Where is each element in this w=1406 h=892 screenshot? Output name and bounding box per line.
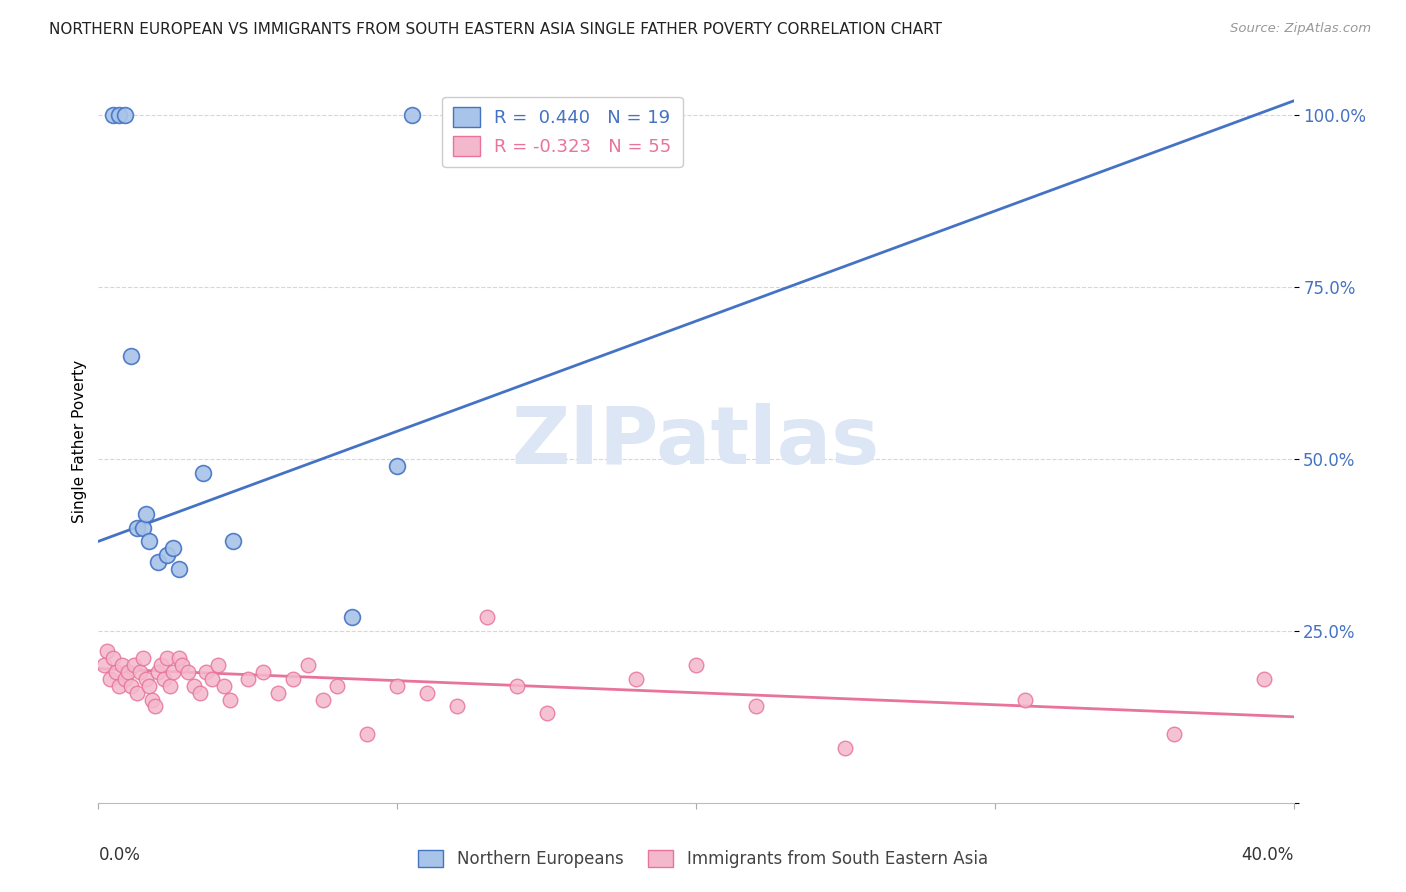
Point <box>108 108 131 122</box>
Point <box>236 672 259 686</box>
Point <box>172 658 194 673</box>
Point <box>124 658 146 673</box>
Point <box>162 541 184 556</box>
Point <box>201 672 224 686</box>
Point <box>141 692 163 706</box>
Point <box>127 686 149 700</box>
Point <box>132 651 155 665</box>
Point <box>135 507 157 521</box>
Point <box>111 658 134 673</box>
Legend: R =  0.440   N = 19, R = -0.323   N = 55: R = 0.440 N = 19, R = -0.323 N = 55 <box>441 96 682 167</box>
Point <box>626 672 648 686</box>
Point <box>103 108 125 122</box>
Point <box>342 610 364 624</box>
Point <box>129 665 152 679</box>
Point <box>114 108 136 122</box>
Point <box>120 349 142 363</box>
Point <box>150 658 173 673</box>
Point <box>96 644 118 658</box>
Point <box>506 679 529 693</box>
Point <box>356 727 378 741</box>
Point <box>167 562 190 576</box>
Point <box>252 665 274 679</box>
Point <box>401 108 423 122</box>
Point <box>138 679 160 693</box>
Point <box>222 534 245 549</box>
Point <box>156 651 179 665</box>
Text: 40.0%: 40.0% <box>1241 847 1294 864</box>
Point <box>416 686 439 700</box>
Point <box>326 679 349 693</box>
Point <box>385 679 409 693</box>
Point <box>560 108 582 122</box>
Point <box>834 740 856 755</box>
Point <box>745 699 768 714</box>
Point <box>195 665 218 679</box>
Point <box>183 679 205 693</box>
Point <box>156 548 179 562</box>
Point <box>475 610 498 624</box>
Point <box>143 699 166 714</box>
Text: 0.0%: 0.0% <box>98 847 141 864</box>
Point <box>191 466 214 480</box>
Point <box>148 555 170 569</box>
Point <box>207 658 229 673</box>
Point <box>138 534 160 549</box>
Point <box>114 672 136 686</box>
Point <box>120 679 142 693</box>
Point <box>98 672 122 686</box>
Point <box>536 706 558 721</box>
Text: ZIPatlas: ZIPatlas <box>512 402 880 481</box>
Point <box>385 458 409 473</box>
Point <box>105 665 128 679</box>
Text: NORTHERN EUROPEAN VS IMMIGRANTS FROM SOUTH EASTERN ASIA SINGLE FATHER POVERTY CO: NORTHERN EUROPEAN VS IMMIGRANTS FROM SOU… <box>49 22 942 37</box>
Point <box>311 692 333 706</box>
Legend: Northern Europeans, Immigrants from South Eastern Asia: Northern Europeans, Immigrants from Sout… <box>412 843 994 875</box>
Point <box>212 679 235 693</box>
Point <box>550 108 572 122</box>
Point <box>1253 672 1275 686</box>
Point <box>177 665 200 679</box>
Point <box>1014 692 1036 706</box>
Point <box>446 699 468 714</box>
Point <box>108 679 131 693</box>
Point <box>148 665 170 679</box>
Point <box>267 686 290 700</box>
Point <box>103 651 125 665</box>
Point <box>685 658 707 673</box>
Point <box>297 658 319 673</box>
Point <box>117 665 139 679</box>
Point <box>281 672 304 686</box>
Point <box>153 672 176 686</box>
Point <box>132 520 155 534</box>
Point <box>162 665 184 679</box>
Point <box>219 692 242 706</box>
Point <box>127 520 149 534</box>
Y-axis label: Single Father Poverty: Single Father Poverty <box>72 360 87 523</box>
Point <box>159 679 181 693</box>
Point <box>188 686 211 700</box>
Point <box>167 651 190 665</box>
Point <box>93 658 115 673</box>
Text: Source: ZipAtlas.com: Source: ZipAtlas.com <box>1230 22 1371 36</box>
Point <box>135 672 157 686</box>
Point <box>1163 727 1185 741</box>
